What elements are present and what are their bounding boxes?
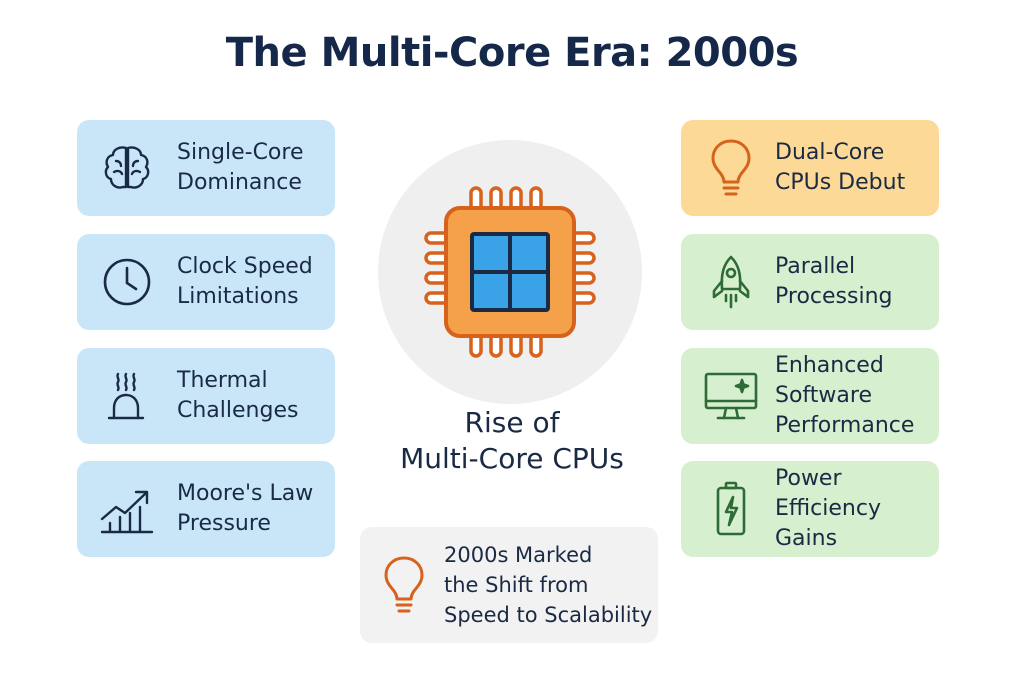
card-label-line: Parallel (775, 254, 856, 279)
growth-chart-icon (97, 479, 157, 539)
card-clock-speed-limitations: Clock Speed Limitations (77, 234, 335, 330)
center-label: Rise of Multi-Core CPUs (362, 405, 662, 477)
card-label-line: Challenges (177, 398, 299, 423)
card-label-line: Pressure (177, 511, 271, 536)
card-label-line: Single-Core (177, 140, 304, 165)
card-thermal-challenges: Thermal Challenges (77, 348, 335, 444)
center-circle (378, 140, 642, 404)
card-label-line: Dominance (177, 170, 302, 195)
card-label-line: Efficiency (775, 496, 881, 521)
clock-icon (97, 252, 157, 312)
card-dual-core-cpus-debut: Dual-Core CPUs Debut (681, 120, 939, 216)
card-label: Thermal Challenges (177, 366, 335, 426)
card-label-line: Clock Speed (177, 254, 313, 279)
card-label-line: Thermal (177, 368, 268, 393)
center-label-line: Multi-Core CPUs (400, 442, 624, 475)
card-label-line: Gains (775, 526, 838, 551)
note-label: 2000s Marked the Shift from Speed to Sca… (444, 540, 652, 630)
monitor-icon (701, 366, 761, 426)
card-label: Single-Core Dominance (177, 138, 335, 198)
card-label-line: Software (775, 383, 872, 408)
summary-note: 2000s Marked the Shift from Speed to Sca… (360, 527, 658, 643)
brain-icon (97, 138, 157, 198)
card-label-line: Power (775, 466, 842, 491)
cpu-chip-icon (416, 178, 604, 370)
card-label: Moore's Law Pressure (177, 479, 335, 539)
card-label: Parallel Processing (775, 252, 935, 312)
center-label-line: Rise of (464, 406, 560, 439)
card-enhanced-software-performance: Enhanced Software Performance (681, 348, 939, 444)
card-label-line: Processing (775, 284, 893, 309)
card-parallel-processing: Parallel Processing (681, 234, 939, 330)
lightbulb-icon (376, 550, 432, 620)
card-label-line: Dual-Core (775, 140, 885, 165)
heat-icon (97, 366, 157, 426)
card-label: Power Efficiency Gains (775, 464, 935, 554)
card-moores-law-pressure: Moore's Law Pressure (77, 461, 335, 557)
page-title: The Multi-Core Era: 2000s (225, 30, 799, 76)
card-single-core-dominance: Single-Core Dominance (77, 120, 335, 216)
note-label-line: Speed to Scalability (444, 603, 653, 627)
card-label: Clock Speed Limitations (177, 252, 335, 312)
note-label-line: the Shift from (444, 573, 589, 597)
rocket-icon (701, 252, 761, 312)
card-label: Dual-Core CPUs Debut (775, 138, 935, 198)
note-label-line: 2000s Marked (444, 543, 593, 567)
card-label-line: Enhanced (775, 353, 884, 378)
card-label-line: CPUs Debut (775, 170, 906, 195)
card-label-line: Limitations (177, 284, 299, 309)
card-power-efficiency-gains: Power Efficiency Gains (681, 461, 939, 557)
card-label-line: Moore's Law (177, 481, 314, 506)
lightbulb-icon (701, 138, 761, 198)
card-label: Enhanced Software Performance (775, 351, 935, 441)
card-label-line: Performance (775, 413, 915, 438)
battery-icon (701, 479, 761, 539)
